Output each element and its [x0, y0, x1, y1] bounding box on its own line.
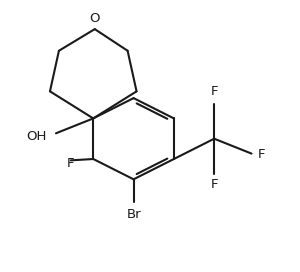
- Text: OH: OH: [27, 129, 47, 143]
- Text: F: F: [66, 157, 74, 169]
- Text: F: F: [211, 85, 218, 98]
- Text: O: O: [89, 12, 100, 25]
- Text: F: F: [257, 149, 265, 162]
- Text: F: F: [211, 178, 218, 191]
- Text: Br: Br: [126, 208, 141, 221]
